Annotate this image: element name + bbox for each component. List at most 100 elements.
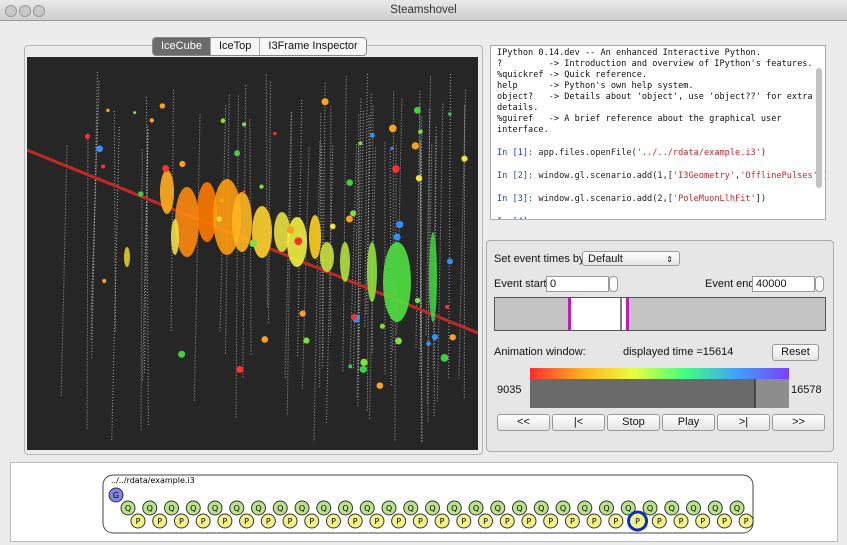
hit: [138, 191, 143, 196]
hit: [217, 216, 222, 221]
p-frame-label: P: [570, 517, 575, 526]
p-frame-label: P: [353, 517, 358, 526]
console-line: %quickref -> Quick reference.: [497, 70, 813, 81]
hit: [243, 190, 246, 193]
hit: [273, 132, 276, 135]
p-frame-label: P: [700, 517, 705, 526]
console-input: In [1]: app.files.openFile('../../rdata/…: [497, 148, 813, 159]
p-frame-label: P: [744, 517, 749, 526]
hit: [450, 334, 456, 340]
spinner[interactable]: [609, 276, 618, 292]
hit: [133, 111, 136, 114]
tab[interactable]: I3Frame Inspector: [260, 38, 365, 55]
range-min: 9035: [497, 384, 521, 396]
hit: [299, 310, 305, 316]
hit: [242, 122, 246, 126]
tab[interactable]: IceTop: [211, 38, 260, 55]
q-frame-label: Q: [386, 504, 392, 513]
window-handle[interactable]: [626, 298, 629, 330]
playback-button[interactable]: <<: [497, 414, 550, 431]
hit: [418, 130, 423, 135]
hit: [162, 165, 169, 172]
event-timeline[interactable]: [494, 297, 826, 332]
console-line: details.: [497, 103, 813, 114]
event-viewport[interactable]: [27, 57, 478, 450]
playback-button[interactable]: >>: [772, 414, 825, 431]
event-end-input[interactable]: 40000: [752, 276, 815, 292]
hit: [432, 334, 438, 340]
q-frame-label: Q: [538, 504, 544, 513]
zoom-button[interactable]: [33, 5, 45, 17]
p-frame-label: P: [266, 517, 271, 526]
hit: [85, 134, 90, 139]
p-frame-label: P: [657, 517, 662, 526]
hit: [350, 210, 356, 216]
hit: [412, 142, 419, 149]
hit: [287, 226, 294, 233]
g-frame-label: G: [113, 491, 119, 500]
q-frame-label: Q: [429, 504, 435, 513]
hit: [360, 359, 367, 366]
color-range[interactable]: [530, 368, 790, 410]
console-line: ? -> Introduction and overview of IPytho…: [497, 59, 813, 70]
prompt: In [2]:: [497, 171, 533, 181]
p-frame-label: P: [527, 517, 532, 526]
hit: [380, 324, 385, 329]
q-frame-label: Q: [734, 504, 740, 513]
hit: [160, 170, 174, 214]
p-frame-label: P: [548, 517, 553, 526]
q-frame-label: Q: [364, 504, 370, 513]
hit: [447, 258, 453, 264]
hit: [171, 219, 179, 255]
console-line: %guiref -> A brief reference about the g…: [497, 114, 813, 125]
label: Event start:: [494, 278, 550, 290]
playback-button[interactable]: Play: [662, 414, 715, 431]
window-handle[interactable]: [568, 298, 571, 330]
p-frame-label: P: [375, 517, 380, 526]
q-frame-label: Q: [625, 504, 631, 513]
spinner[interactable]: [815, 276, 824, 292]
q-frame-label: Q: [516, 504, 522, 513]
hit: [416, 175, 422, 181]
q-frame-label: Q: [190, 504, 196, 513]
playback-button[interactable]: |<: [552, 414, 605, 431]
hit: [429, 232, 437, 322]
event-start-input[interactable]: 0: [546, 276, 609, 292]
playback-buttons: <<|<StopPlay>|>>: [497, 414, 827, 431]
minimize-button[interactable]: [19, 5, 31, 17]
code: ]): [756, 194, 766, 204]
p-frame-label: P: [309, 517, 314, 526]
p-frame-label: P: [418, 517, 423, 526]
hit: [106, 109, 109, 112]
hit: [348, 364, 352, 368]
q-frame-label: Q: [168, 504, 174, 513]
file-panel: ../../rdata/example.i3 GQQQQQQQQQQQQQQQQ…: [10, 462, 838, 542]
hit: [178, 351, 185, 358]
q-frame-label: Q: [582, 504, 588, 513]
code: 'I3Geometry': [673, 171, 735, 181]
playback-button[interactable]: >|: [717, 414, 770, 431]
scrollbar[interactable]: [816, 68, 822, 188]
p-frame-label: P: [222, 517, 227, 526]
hit: [322, 98, 329, 105]
tab[interactable]: IceCube: [153, 38, 211, 55]
label: Animation window:: [494, 346, 586, 358]
hit: [303, 338, 309, 344]
prompt: In [3]:: [497, 194, 533, 204]
q-frame-label: Q: [712, 504, 718, 513]
console-input: In [4]:: [497, 217, 813, 220]
q-frame-label: Q: [473, 504, 479, 513]
ipython-console[interactable]: IPython 0.14.dev -- An enhanced Interact…: [490, 45, 826, 220]
hit: [360, 366, 367, 373]
p-frame-label: P: [331, 517, 336, 526]
console-line: IPython 0.14.dev -- An enhanced Interact…: [497, 48, 813, 59]
playback-button[interactable]: Stop: [607, 414, 660, 431]
dropdown[interactable]: Default⇕: [582, 251, 680, 266]
close-button[interactable]: [5, 5, 17, 17]
hit: [441, 354, 449, 362]
code: ): [761, 148, 766, 158]
dropdown-value: Default: [588, 253, 623, 265]
reset-button[interactable]: Reset: [772, 344, 819, 361]
file-name: ../../rdata/example.i3: [111, 476, 195, 485]
hit: [221, 118, 226, 123]
